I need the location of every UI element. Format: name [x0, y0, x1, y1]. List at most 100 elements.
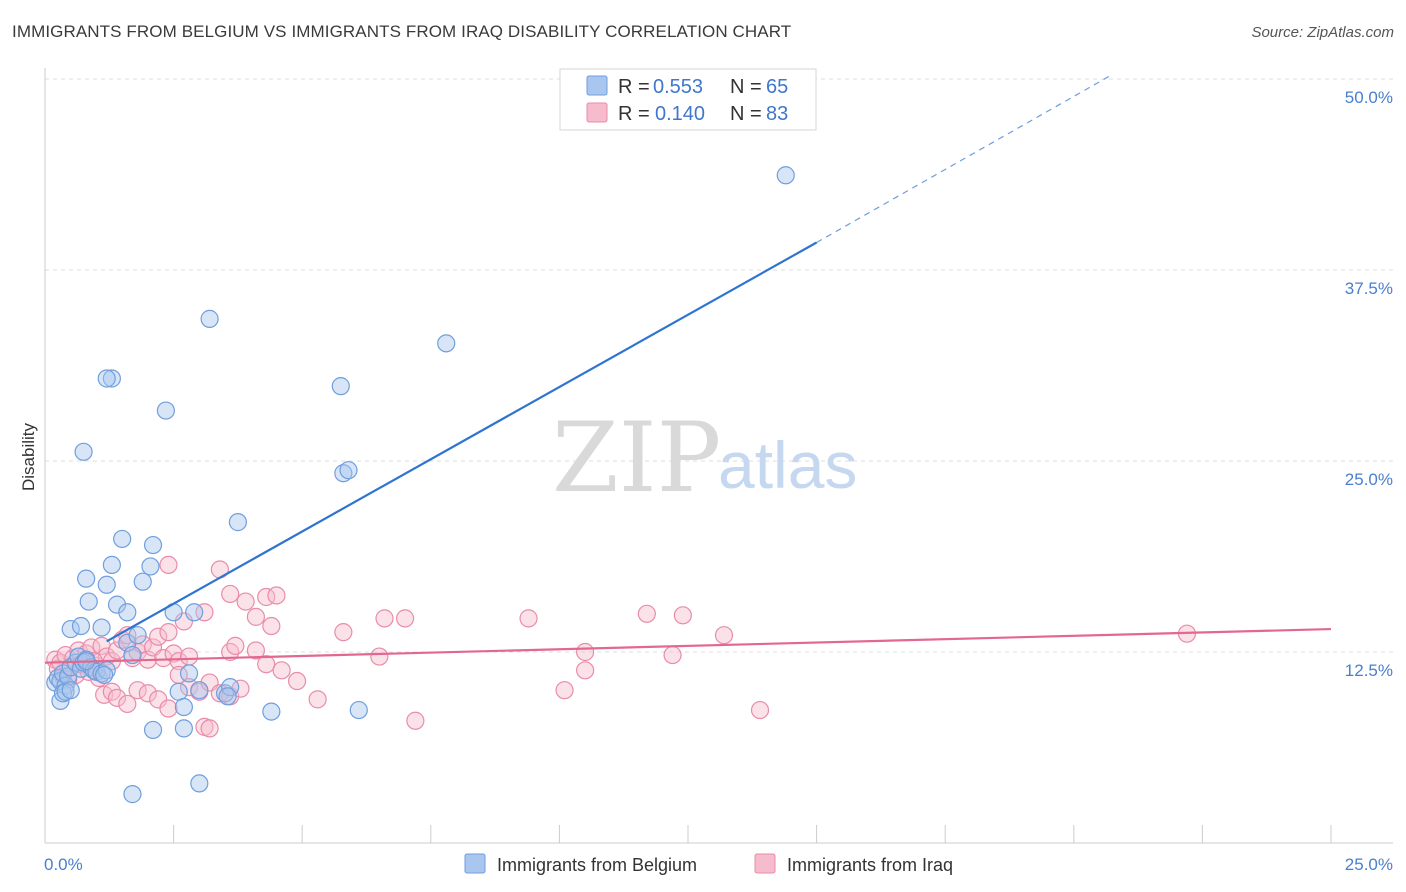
legend-n-value-belgium: 65 — [766, 76, 788, 98]
iraq-points — [46, 555, 1197, 738]
belgium-point-38 — [141, 557, 160, 576]
iraq-point-66 — [370, 647, 389, 666]
legend-r-label-belgium: R = — [618, 76, 650, 98]
chart-title: IMMIGRANTS FROM BELGIUM VS IMMIGRANTS FR… — [12, 22, 792, 41]
belgium-point-55 — [97, 369, 116, 388]
trend-line-belgium — [106, 241, 818, 643]
bottom-legend-label-iraq: Immigrants from Iraq — [787, 855, 953, 875]
iraq-point-50 — [226, 636, 245, 655]
x-tick-label-0: 0.0% — [44, 855, 83, 874]
belgium-point-41 — [174, 697, 193, 717]
y-tick-label-1: 25.0% — [1345, 470, 1393, 489]
x-tick-label-1: 25.0% — [1345, 855, 1393, 874]
iraq-point-72 — [576, 661, 595, 680]
bottom-legend-label-belgium: Immigrants from Belgium — [497, 855, 697, 875]
watermark-atlas: atlas — [718, 428, 857, 502]
belgium-point-54 — [102, 369, 121, 388]
belgium-point-37 — [143, 535, 163, 555]
belgium-point-58 — [74, 442, 93, 461]
belgium-point-63 — [190, 774, 209, 793]
iraq-point-76 — [673, 606, 692, 625]
belgium-point-27 — [92, 618, 111, 637]
belgium-point-57 — [156, 401, 175, 420]
x-tick-labels: 0.0% 25.0% — [44, 855, 1393, 874]
legend-r-value-belgium: 0.553 — [653, 76, 703, 98]
iraq-point-52 — [257, 655, 276, 674]
watermark-zip: ZIP — [552, 402, 721, 514]
iraq-point-36 — [128, 681, 147, 700]
belgium-point-50 — [339, 461, 358, 480]
belgium-point-53 — [437, 334, 456, 353]
iraq-point-26 — [154, 649, 173, 668]
belgium-point-64 — [776, 166, 795, 185]
y-axis-title: Disability — [19, 422, 38, 491]
iraq-point-31 — [179, 647, 199, 666]
iraq-point-55 — [308, 690, 327, 709]
belgium-point-35 — [128, 626, 147, 645]
belgium-point-48 — [262, 702, 281, 721]
iraq-point-78 — [750, 700, 770, 720]
iraq-point-61 — [267, 586, 286, 605]
legend-n-label-iraq: N = — [730, 103, 762, 125]
belgium-point-21 — [95, 665, 114, 685]
iraq-point-54 — [287, 671, 307, 691]
bottom-legend-swatch-iraq — [754, 853, 776, 874]
gridlines — [45, 78, 1393, 653]
belgium-point-44 — [185, 603, 204, 622]
belgium-point-60 — [143, 720, 163, 740]
legend-swatch-belgium — [586, 75, 608, 96]
iraq-point-39 — [159, 699, 178, 718]
belgium-point-25 — [77, 569, 96, 588]
belgium-point-49 — [334, 464, 353, 483]
iraq-point-30 — [174, 612, 193, 631]
iraq-point-71 — [576, 642, 595, 662]
belgium-point-36 — [133, 572, 152, 591]
belgium-point-32 — [113, 529, 132, 549]
iraq-point-29 — [169, 652, 188, 671]
y-tick-labels: 12.5% 25.0% 37.5% 50.0% — [1345, 88, 1393, 680]
iraq-point-51 — [246, 641, 266, 660]
iraq-point-68 — [395, 609, 415, 628]
source-label: Source: ZipAtlas.com — [1251, 24, 1394, 41]
legend-r-value-iraq: 0.140 — [655, 103, 705, 125]
belgium-point-52 — [349, 700, 368, 720]
bottom-legend-swatch-belgium — [464, 853, 486, 874]
belgium-point-29 — [107, 595, 127, 614]
belgium-point-26 — [79, 592, 98, 611]
iraq-point-63 — [246, 607, 266, 626]
axes — [44, 68, 1393, 844]
iraq-point-37 — [138, 684, 157, 703]
belgium-point-42 — [179, 664, 199, 683]
belgium-point-30 — [102, 555, 121, 575]
iraq-point-58 — [221, 584, 240, 604]
belgium-point-56 — [200, 309, 219, 328]
legend-r-label-iraq: R = — [618, 103, 650, 125]
belgium-point-9 — [61, 681, 80, 700]
belgium-point-24 — [71, 616, 91, 636]
iraq-point-41 — [179, 678, 199, 697]
legend-n-value-iraq: 83 — [766, 103, 788, 125]
iraq-point-73 — [555, 681, 574, 700]
trend-lines — [44, 75, 1332, 664]
belgium-point-40 — [169, 682, 188, 701]
legend-swatch-iraq — [586, 102, 608, 123]
belgium-point-31 — [118, 603, 137, 622]
iraq-point-67 — [375, 609, 394, 628]
iraq-point-53 — [272, 661, 291, 680]
iraq-point-62 — [195, 603, 214, 622]
iraq-point-77 — [714, 626, 734, 645]
y-tick-label-2: 37.5% — [1345, 279, 1393, 298]
trend-line-iraq — [44, 627, 1332, 664]
iraq-point-48 — [200, 719, 219, 738]
y-tick-label-3: 50.0% — [1345, 88, 1393, 107]
iraq-point-75 — [637, 604, 656, 623]
iraq-point-35 — [118, 694, 137, 714]
belgium-point-59 — [228, 513, 247, 532]
iraq-point-34 — [107, 688, 127, 707]
legend: R = 0.553 N = 65 R = 0.140 N = 83 — [559, 68, 817, 131]
belgium-point-47 — [218, 687, 237, 706]
iraq-point-56 — [159, 555, 178, 575]
iraq-point-27 — [159, 623, 178, 642]
iraq-point-74 — [663, 645, 682, 665]
belgium-point-28 — [97, 575, 116, 594]
